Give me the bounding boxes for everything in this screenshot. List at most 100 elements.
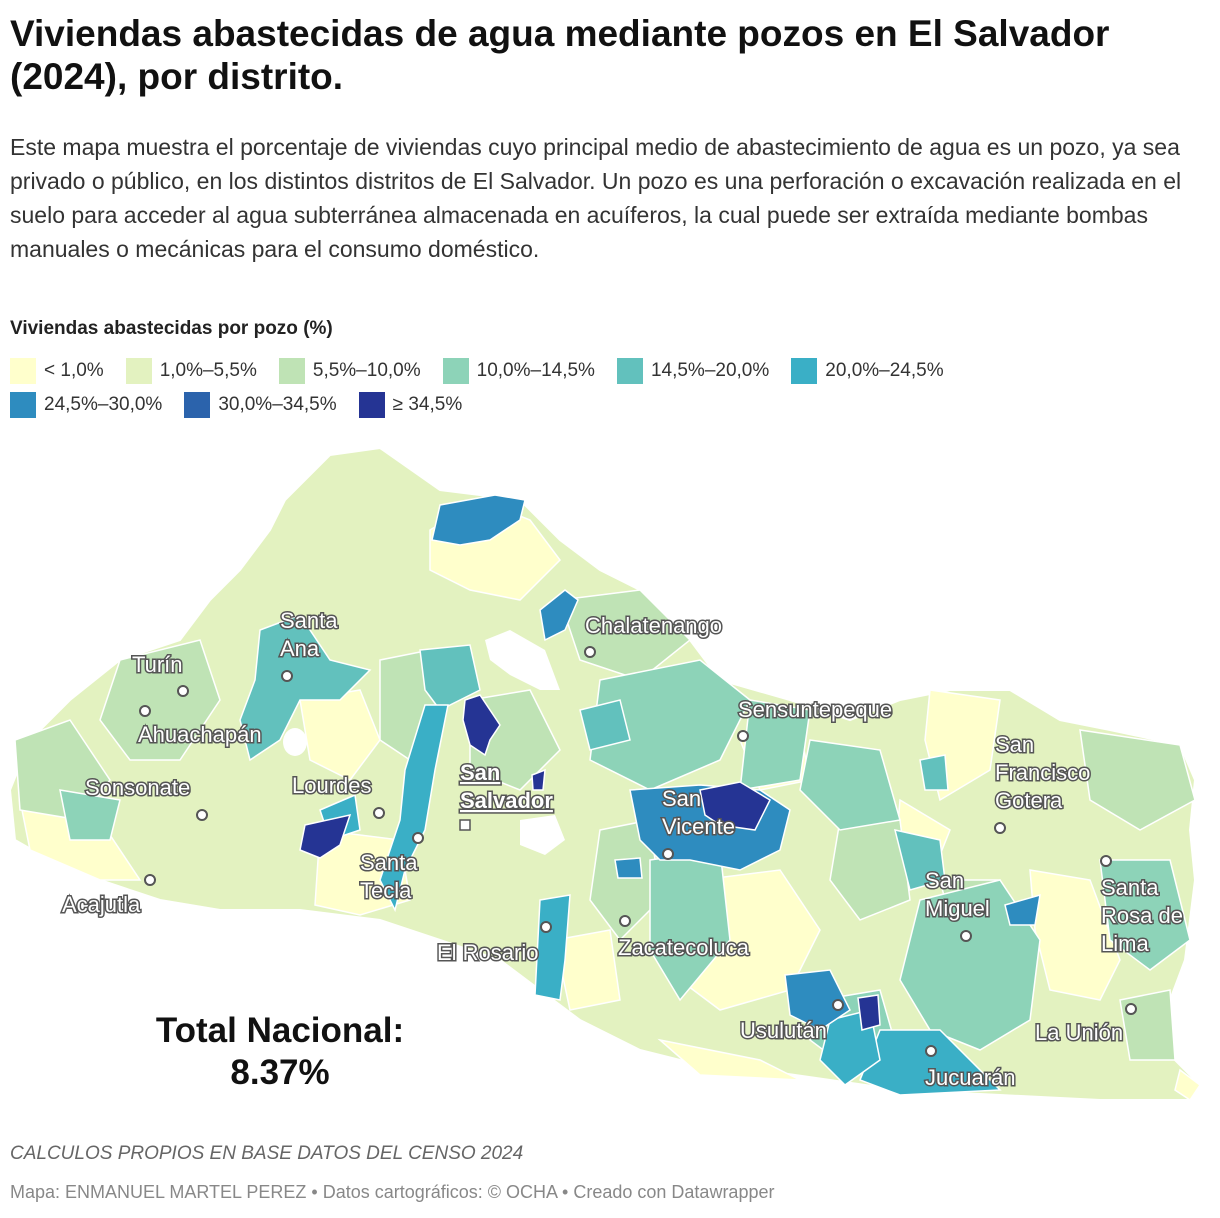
legend-swatch bbox=[10, 392, 36, 418]
legend-swatch bbox=[278, 358, 305, 384]
legend-item: 10,0%–14,5% bbox=[442, 358, 595, 384]
legend-item: 5,5%–10,0% bbox=[278, 358, 421, 384]
city-label: Santa Rosa de Lima bbox=[1101, 875, 1183, 956]
source-note: CALCULOS PROPIOS EN BASE DATOS DEL CENSO… bbox=[10, 1143, 524, 1164]
lakes bbox=[283, 630, 565, 855]
legend-title: Viviendas abastecidas por pozo (%) bbox=[10, 318, 333, 339]
legend-label: 1,0%–5,5% bbox=[159, 360, 257, 381]
city-label-line: Miguel bbox=[925, 896, 990, 921]
city-label-line: San bbox=[460, 760, 500, 785]
city-label: Ahuachapán bbox=[138, 722, 262, 747]
legend-row: < 1,0% 1,0%–5,5% 5,5%–10,0% 10,0%–14,5% … bbox=[10, 358, 1110, 384]
city-label-line: Sonsonate bbox=[85, 775, 190, 800]
legend-item: < 1,0% bbox=[10, 358, 104, 384]
city-label: Santa Tecla bbox=[360, 850, 418, 903]
city-marker bbox=[832, 999, 844, 1011]
city-label-line: Vicente bbox=[662, 814, 735, 839]
city-marker bbox=[737, 730, 749, 742]
city-label-line: Rosa de bbox=[1101, 903, 1183, 928]
city-label-line: Sensuntepeque bbox=[738, 697, 892, 722]
city-label: Sensuntepeque bbox=[738, 697, 892, 722]
regions-14-20 bbox=[239, 614, 949, 891]
city-marker bbox=[584, 646, 596, 658]
city-marker bbox=[373, 807, 385, 819]
city-label-line: Salvador bbox=[460, 788, 553, 813]
legend-item: 1,0%–5,5% bbox=[125, 358, 257, 384]
city-label: Zacatecoluca bbox=[618, 935, 750, 960]
city-marker bbox=[281, 670, 293, 682]
city-marker bbox=[144, 874, 156, 886]
legend-label: 10,0%–14,5% bbox=[476, 360, 595, 381]
city-label-line: El Rosario bbox=[437, 940, 538, 965]
city-label: San Vicente bbox=[662, 786, 735, 839]
city-label: San Francisco Gotera bbox=[995, 732, 1090, 813]
city-label-line: Santa bbox=[1101, 875, 1159, 900]
city-label-line: Francisco bbox=[995, 760, 1090, 785]
city-labels: Santa Ana Turín Ahuachapán Sonsonate Lour… bbox=[61, 607, 1185, 1092]
city-label-line: Santa bbox=[280, 608, 338, 633]
city-marker bbox=[1125, 1003, 1137, 1015]
city-label-line: Jucuarán bbox=[925, 1065, 1016, 1090]
regions-20-24 bbox=[319, 704, 1002, 1096]
legend-item: 14,5%–20,0% bbox=[616, 358, 770, 384]
city-label-line: Lima bbox=[1101, 931, 1149, 956]
credit-line: Mapa: ENMANUEL MARTEL PEREZ • Datos cart… bbox=[10, 1182, 775, 1202]
city-label-line: Lourdes bbox=[292, 773, 372, 798]
city-label-line: San bbox=[995, 732, 1034, 757]
national-total-value: 8.37% bbox=[230, 1053, 330, 1092]
legend-label: < 1,0% bbox=[44, 360, 104, 381]
city-label: Sonsonate bbox=[85, 775, 190, 800]
city-label-line: San bbox=[925, 868, 964, 893]
legend-swatch bbox=[125, 358, 152, 384]
legend-item: 30,0%–34,5% bbox=[184, 392, 337, 418]
city-label: La Unión bbox=[1035, 1020, 1123, 1045]
legend-item: ≥ 34,5% bbox=[358, 392, 462, 418]
legend-swatch bbox=[442, 358, 469, 384]
city-label: Lourdes bbox=[292, 773, 372, 798]
legend-swatch bbox=[791, 358, 818, 384]
city-label-line: Chalatenango bbox=[585, 613, 722, 638]
chart-description: Este mapa muestra el porcentaje de vivie… bbox=[10, 134, 1182, 262]
city-label: Turín bbox=[132, 652, 183, 677]
legend-swatch bbox=[10, 358, 36, 384]
city-marker bbox=[139, 705, 151, 717]
city-label-line: La Unión bbox=[1035, 1020, 1123, 1045]
city-label-line: San bbox=[662, 786, 701, 811]
city-label-line: Acajutla bbox=[62, 892, 141, 917]
legend-swatch bbox=[184, 392, 211, 418]
national-total: Total Nacional: 8.37% bbox=[110, 1010, 450, 1094]
legend-label: 14,5%–20,0% bbox=[650, 360, 770, 381]
choropleth-map[interactable]: Santa Ana Turín Ahuachapán Sonsonate Lour… bbox=[0, 430, 1220, 1130]
city-label-line: Santa bbox=[360, 850, 418, 875]
city-marker bbox=[412, 832, 424, 844]
city-label-line: Tecla bbox=[360, 878, 412, 903]
city-marker bbox=[960, 930, 972, 942]
city-marker bbox=[196, 809, 208, 821]
legend-label: 20,0%–24,5% bbox=[825, 360, 944, 381]
city-label-line: Ahuachapán bbox=[138, 722, 262, 747]
legend-row: 24,5%–30,0% 30,0%–34,5% ≥ 34,5% bbox=[10, 392, 1110, 418]
city-label: Jucuarán bbox=[925, 1065, 1016, 1090]
city-label: Usulután bbox=[740, 1018, 827, 1043]
city-label-line: Gotera bbox=[995, 788, 1063, 813]
city-markers bbox=[139, 646, 1137, 1057]
city-marker bbox=[662, 848, 674, 860]
city-label: Chalatenango bbox=[585, 613, 722, 638]
city-label: El Rosario bbox=[437, 940, 538, 965]
city-label: San Miguel bbox=[925, 868, 990, 921]
chart-title: Viviendas abastecidas de agua mediante p… bbox=[10, 13, 1110, 97]
country-outline bbox=[8, 446, 1202, 1101]
national-total-label: Total Nacional: bbox=[155, 1011, 405, 1050]
city-marker bbox=[994, 822, 1006, 834]
legend-label: 24,5%–30,0% bbox=[44, 394, 163, 415]
legend-swatch bbox=[616, 358, 643, 384]
city-marker bbox=[925, 1045, 937, 1057]
city-marker bbox=[177, 685, 189, 697]
city-label: Acajutla bbox=[62, 892, 141, 917]
city-marker bbox=[619, 915, 631, 927]
capital-marker bbox=[459, 819, 471, 831]
legend-item: 24,5%–30,0% bbox=[10, 392, 162, 418]
city-label-line: Usulután bbox=[740, 1018, 827, 1043]
city-label: Santa Ana bbox=[280, 608, 338, 661]
regions-gte-34-5 bbox=[299, 694, 881, 1031]
